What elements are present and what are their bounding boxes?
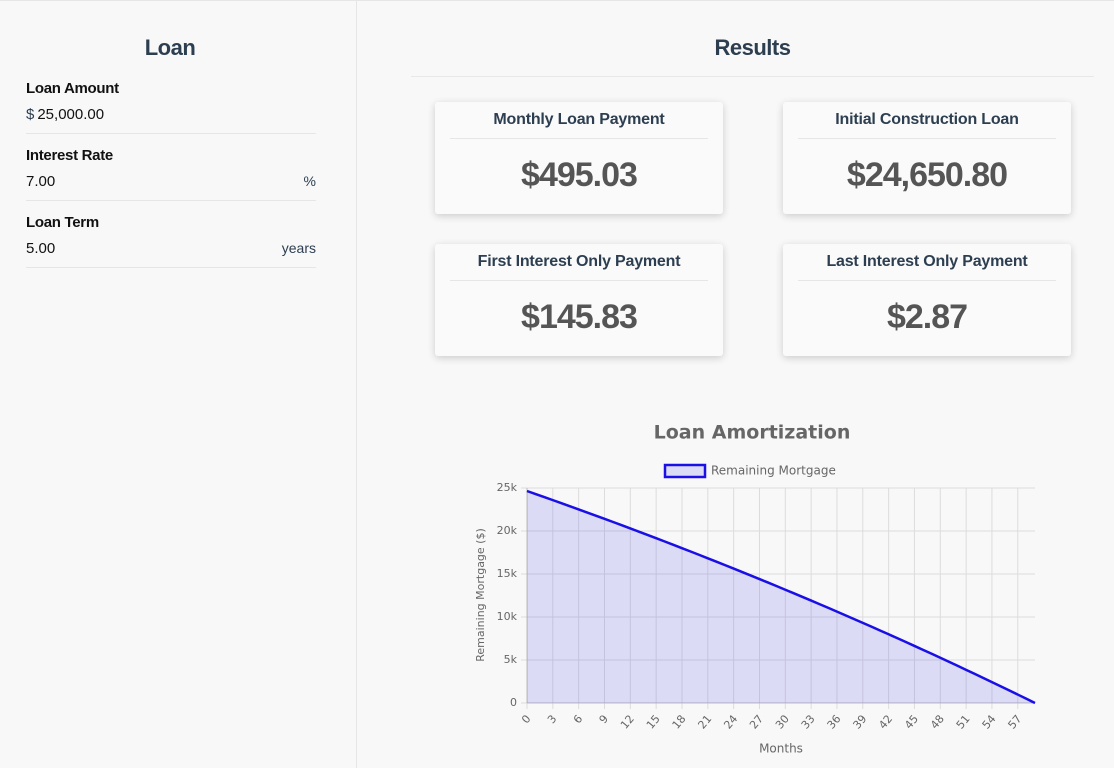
x-tick-label: 39	[850, 713, 869, 732]
line	[526, 489, 1036, 705]
x-tick-label: 0	[519, 713, 533, 727]
field-label: Interest Rate	[26, 147, 113, 164]
panel-title: Loan	[144, 35, 196, 60]
x-tick-label: 18	[670, 713, 689, 732]
card-label: Last Interest Only Payment	[798, 253, 1056, 281]
area-fill	[527, 491, 1035, 703]
result-card: Last Interest Only Payment $2.87	[783, 244, 1071, 356]
x-tick-label: 51	[954, 713, 973, 732]
legend-swatch	[663, 463, 707, 479]
card-label: First Interest Only Payment	[450, 253, 708, 281]
x-tick-label: 48	[928, 713, 947, 732]
card-value: $2.87	[886, 298, 968, 336]
card-label: Initial Construction Loan	[798, 111, 1056, 139]
y-tick-label: 0	[510, 696, 517, 709]
prefix: $	[26, 106, 35, 123]
x-tick-label: 21	[695, 713, 714, 732]
result-card: First Interest Only Payment $145.83	[435, 244, 723, 356]
input[interactable]: 5.00 years	[26, 240, 316, 268]
x-tick-label: 6	[571, 713, 585, 727]
field: Interest Rate 7.00%	[26, 147, 316, 211]
x-tick-label: 15	[644, 713, 663, 732]
x-tick-label: 54	[980, 713, 999, 732]
field: Loan Term 5.00 years	[26, 214, 316, 278]
field-label: Loan Term	[26, 214, 99, 231]
card-label: Monthly Loan Payment	[450, 111, 708, 139]
y-tick-label: 15k	[497, 567, 518, 580]
suffix: years	[281, 240, 316, 256]
x-tick-label: 9	[597, 713, 611, 727]
input-value: 7.00	[26, 173, 56, 190]
x-tick-label: 33	[799, 713, 818, 732]
x-tick-label: 36	[825, 713, 844, 732]
y-tick-label: 25k	[497, 481, 518, 494]
result-card: Initial Construction Loan $24,650.80	[783, 102, 1071, 214]
y-axis-title: Remaining Mortgage ($)	[474, 528, 487, 662]
chart: Loan Amortization Months Remaining Mortg…	[474, 422, 1036, 756]
y-tick-label: 5k	[504, 653, 518, 666]
field: Loan Amount $25,000.00	[26, 80, 316, 144]
field-label: Loan Amount	[26, 80, 119, 97]
card-value: $24,650.80	[846, 156, 1008, 194]
x-tick-label: 42	[876, 713, 895, 732]
x-tick-label: 45	[902, 713, 921, 732]
x-tick-label: 57	[1005, 713, 1024, 732]
x-tick-label: 12	[618, 713, 637, 732]
legend-label: Remaining Mortgage	[711, 464, 836, 478]
input[interactable]: $25,000.00	[26, 106, 316, 134]
input[interactable]: 7.00%	[26, 173, 316, 201]
input-value: 5.00	[26, 240, 56, 257]
card-value: $145.83	[521, 298, 638, 336]
result-card: Monthly Loan Payment $495.03	[435, 102, 723, 214]
divider	[411, 76, 1094, 77]
chart-title: Loan Amortization	[654, 422, 851, 444]
x-axis-title: Months	[759, 742, 803, 756]
card-value: $495.03	[521, 156, 638, 194]
x-tick-label: 24	[721, 713, 740, 732]
x-tick-label: 30	[773, 713, 792, 732]
x-tick-label: 27	[747, 713, 766, 732]
panel-title: Results	[714, 35, 791, 60]
suffix: %	[303, 173, 316, 189]
y-tick-label: 10k	[497, 610, 518, 623]
loan-panel: Loan Loan Amount $25,000.00 Interest Rat…	[0, 1, 357, 768]
y-tick-label: 20k	[497, 524, 518, 537]
input-value: 25,000.00	[37, 106, 105, 123]
x-tick-label: 3	[545, 713, 559, 727]
